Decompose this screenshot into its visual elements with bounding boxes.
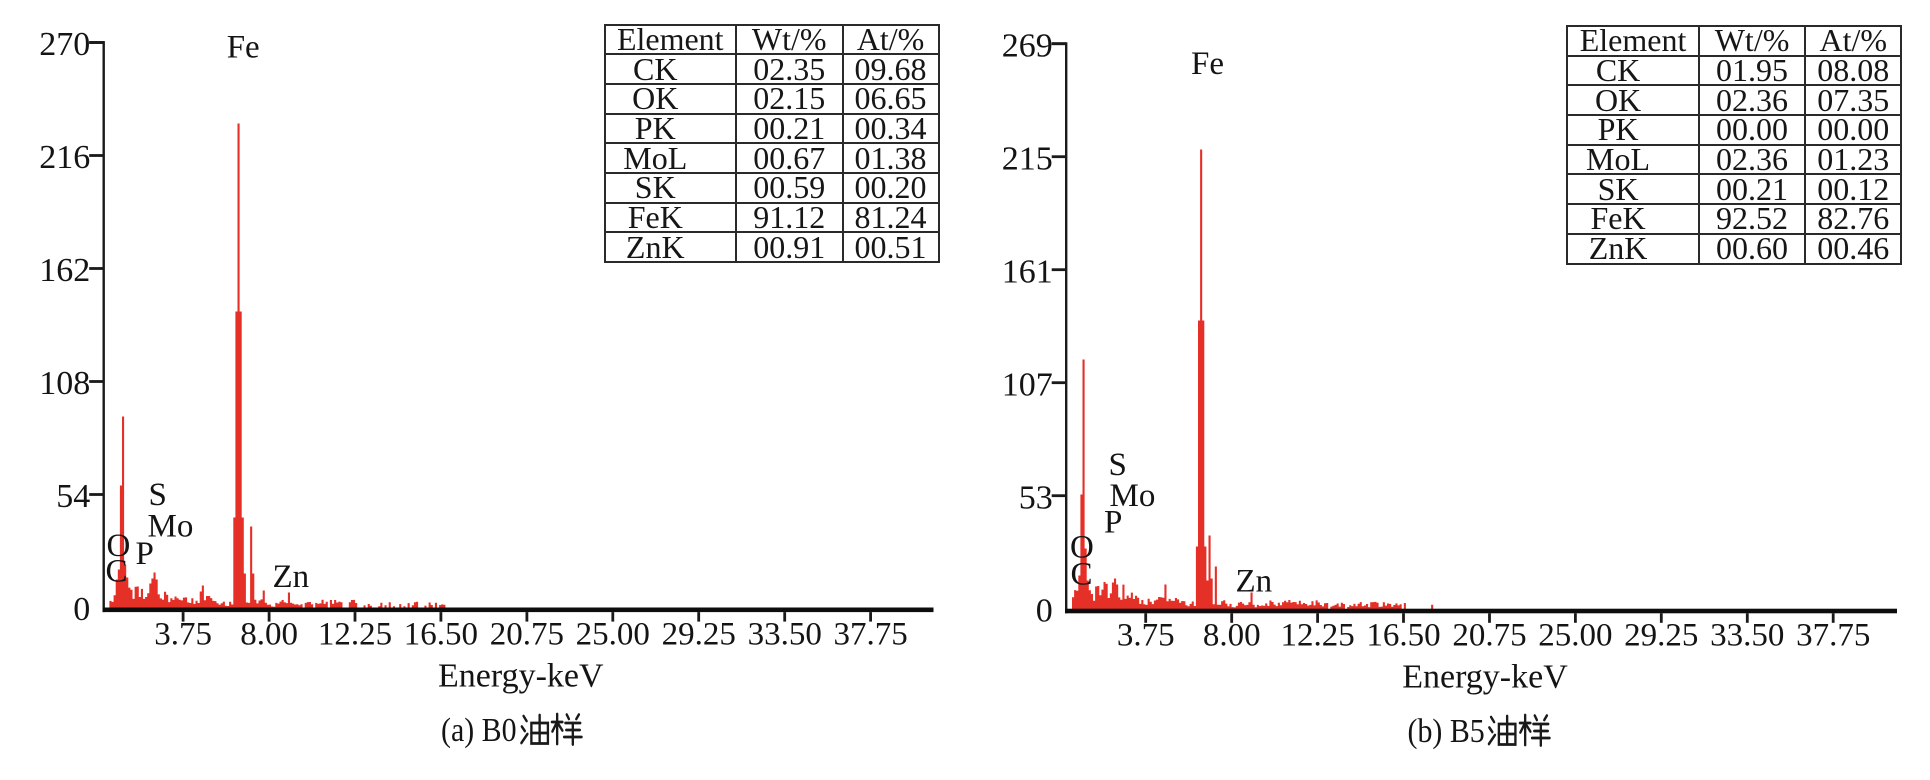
svg-text:20.75: 20.75 [490, 617, 564, 653]
svg-text:O: O [1070, 530, 1094, 566]
svg-text:O: O [107, 528, 131, 564]
svg-text:C: C [106, 554, 128, 590]
svg-text:16.50: 16.50 [404, 617, 478, 653]
svg-text:25.00: 25.00 [1538, 618, 1612, 654]
svg-text:269: 269 [1002, 27, 1053, 64]
svg-text:Fe: Fe [227, 30, 260, 66]
svg-text:12.25: 12.25 [318, 617, 392, 653]
svg-text:C: C [1071, 557, 1093, 593]
svg-text:Energy-keV: Energy-keV [438, 658, 604, 695]
svg-text:216: 216 [39, 139, 90, 176]
svg-text:0: 0 [1036, 592, 1053, 629]
svg-text:161: 161 [1002, 253, 1053, 290]
svg-text:(b) B5: (b) B5 [1408, 711, 1485, 749]
svg-text:54: 54 [56, 478, 90, 515]
svg-text:3.75: 3.75 [1117, 618, 1175, 654]
svg-text:29.25: 29.25 [662, 617, 736, 653]
svg-text:Mo: Mo [1110, 478, 1156, 514]
svg-text:107: 107 [1002, 366, 1053, 403]
svg-text:29.25: 29.25 [1624, 618, 1698, 654]
svg-text:P: P [1104, 505, 1122, 541]
svg-text:8.00: 8.00 [240, 617, 298, 653]
svg-text:12.25: 12.25 [1280, 618, 1354, 654]
svg-text:25.00: 25.00 [576, 617, 650, 653]
svg-text:P: P [136, 536, 154, 572]
svg-text:3.75: 3.75 [154, 617, 212, 653]
svg-text:270: 270 [39, 26, 90, 63]
svg-text:37.75: 37.75 [833, 617, 907, 653]
svg-text:S: S [149, 477, 167, 513]
svg-text:53: 53 [1019, 479, 1053, 516]
svg-text:215: 215 [1002, 140, 1053, 177]
svg-text:Energy-keV: Energy-keV [1402, 659, 1568, 696]
svg-text:(a) B0: (a) B0 [441, 710, 517, 748]
svg-text:Fe: Fe [1191, 46, 1224, 82]
svg-text:S: S [1109, 447, 1127, 483]
svg-text:33.50: 33.50 [748, 617, 822, 653]
svg-text:16.50: 16.50 [1366, 618, 1440, 654]
svg-text:108: 108 [39, 365, 90, 402]
svg-text:33.50: 33.50 [1710, 618, 1784, 654]
svg-text:0: 0 [73, 591, 90, 628]
svg-text:Mo: Mo [148, 509, 194, 545]
svg-text:20.75: 20.75 [1452, 618, 1526, 654]
svg-text:8.00: 8.00 [1203, 618, 1261, 654]
svg-text:Zn: Zn [1236, 564, 1273, 600]
svg-text:37.75: 37.75 [1796, 618, 1870, 654]
svg-text:162: 162 [39, 252, 90, 289]
svg-text:Zn: Zn [273, 559, 310, 595]
